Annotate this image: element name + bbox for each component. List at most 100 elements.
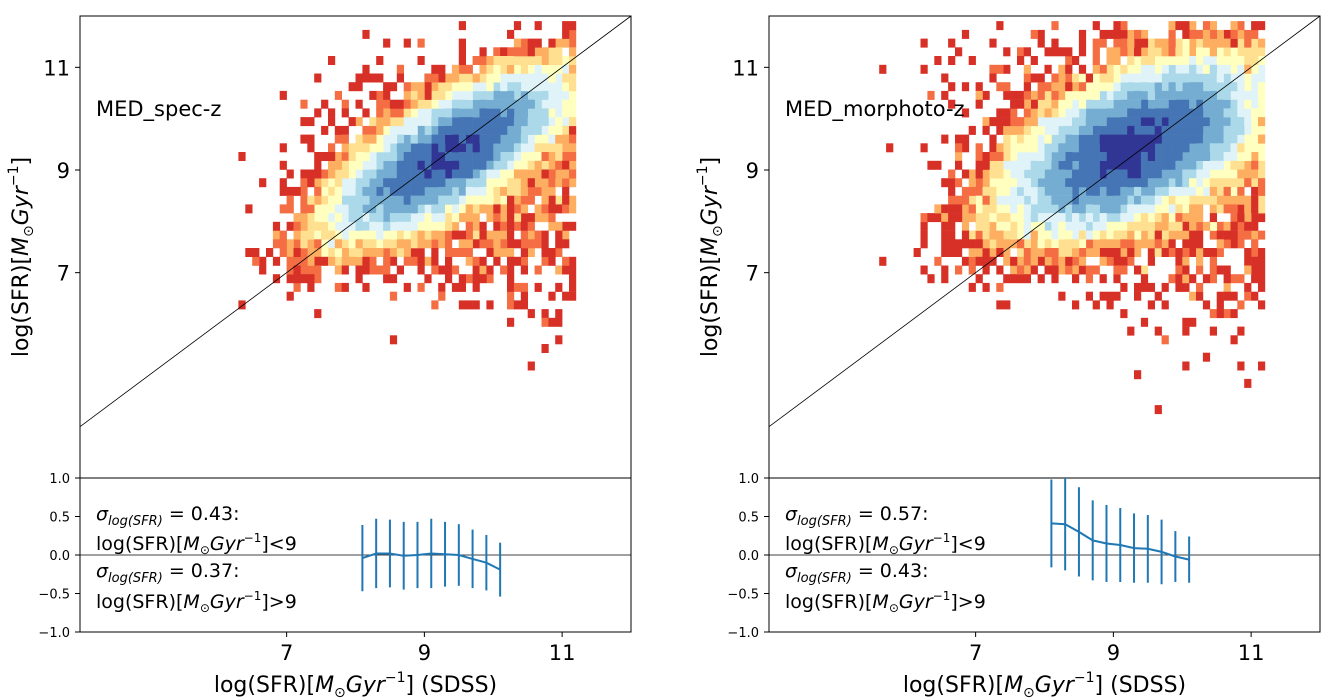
heatmap-cell	[458, 248, 466, 257]
heatmap-cell	[1175, 204, 1183, 214]
heatmap-cell	[1072, 274, 1080, 284]
heatmap-cell	[424, 239, 432, 249]
heatmap-cell	[424, 169, 432, 179]
heatmap-cell	[1113, 134, 1121, 144]
heatmap-cell	[431, 230, 439, 240]
heatmap-cell	[520, 195, 528, 205]
heatmap-cell	[1244, 29, 1252, 39]
heatmap-cell	[424, 221, 432, 231]
heatmap-cell	[1196, 221, 1204, 231]
heatmap-cell	[1134, 186, 1142, 196]
heatmap-cell	[438, 195, 446, 205]
heatmap-cell	[1010, 90, 1018, 100]
one-to-one-line	[79, 15, 632, 427]
heatmap-cell	[1030, 29, 1038, 39]
heatmap-cell	[1044, 160, 1052, 170]
heatmap-cell	[1202, 152, 1211, 161]
heatmap-cell	[1017, 239, 1025, 249]
heatmap-cell	[1196, 56, 1204, 65]
heatmap-cell	[1072, 117, 1080, 127]
heatmap-cell	[1258, 186, 1266, 196]
heatmap-cell	[1202, 21, 1211, 31]
heatmap-cell	[1023, 256, 1031, 266]
heatmap-cell	[458, 117, 466, 127]
heatmap-cell	[996, 204, 1004, 214]
heatmap-cell	[1030, 230, 1038, 240]
heatmap-cell	[1037, 82, 1045, 92]
sigma-symbol: σ	[96, 560, 109, 582]
heatmap-cell	[486, 195, 494, 205]
heatmap-cell	[1161, 82, 1169, 92]
heatmap-cell	[1092, 21, 1100, 31]
heatmap-cell	[1099, 38, 1107, 48]
heatmap-cell	[955, 134, 963, 144]
heatmap-cell	[1113, 178, 1121, 188]
heatmap-cell	[389, 99, 398, 109]
heatmap-cell	[500, 178, 508, 188]
heatmap-cell	[314, 169, 322, 179]
heatmap-cell	[1037, 178, 1045, 188]
heatmap-cell	[1127, 90, 1135, 100]
heatmap-cell	[1078, 213, 1087, 223]
heatmap-cell	[1154, 230, 1162, 240]
heatmap-cell	[513, 152, 522, 161]
heatmap-cell	[321, 99, 329, 109]
heatmap-cell	[1058, 265, 1066, 275]
heatmap-cell	[1161, 221, 1169, 231]
heatmap-cell	[1134, 73, 1142, 83]
heatmap-cell	[555, 64, 563, 74]
heatmap-cell	[1134, 143, 1142, 153]
heatmap-cell	[1147, 64, 1155, 74]
heatmap-cell	[507, 178, 515, 188]
heatmap-cell	[507, 274, 515, 284]
heatmap-cell	[458, 282, 466, 292]
heatmap-cell	[1120, 29, 1128, 39]
heatmap-cell	[259, 265, 267, 275]
heatmap-cell	[1037, 134, 1045, 144]
heatmap-cell	[1202, 274, 1211, 284]
heatmap-cell	[934, 204, 942, 214]
heatmap-cell	[1099, 108, 1107, 118]
heatmap-cell	[1113, 29, 1121, 39]
heatmap-cell	[293, 256, 301, 266]
heatmap-cell	[438, 90, 446, 100]
heatmap-cell	[1030, 117, 1038, 127]
heatmap-cell	[1230, 213, 1238, 223]
heatmap-cell	[458, 134, 466, 144]
heatmap-cell	[1223, 291, 1231, 301]
heatmap-cell	[1168, 239, 1176, 249]
heatmap-cell	[451, 230, 460, 240]
heatmap-cell	[1085, 274, 1093, 284]
heatmap-cell	[1065, 169, 1073, 179]
heatmap-cell	[438, 213, 446, 223]
heatmap-cell	[396, 73, 404, 83]
heatmap-cell	[348, 239, 356, 249]
heatmap-cell	[1189, 178, 1197, 188]
heatmap-cell	[555, 152, 563, 161]
heatmap-cell	[555, 125, 563, 135]
xlabel-odot: ⊙	[1023, 685, 1035, 700]
heatmap-cell	[1182, 125, 1190, 135]
heatmap-cell	[307, 282, 315, 292]
heatmap-cell	[982, 282, 990, 292]
heatmap-cell	[314, 309, 322, 319]
heatmap-cell	[314, 274, 322, 284]
heatmap-cell	[1099, 256, 1107, 266]
heatmap-cell	[341, 204, 349, 214]
density-heatmap	[879, 21, 1266, 415]
heatmap-cell	[541, 108, 549, 118]
heatmap-cell	[286, 221, 294, 231]
heatmap-cell	[1251, 239, 1259, 249]
heatmap-cell	[1120, 195, 1128, 205]
heatmap-cell	[1168, 56, 1176, 65]
heatmap-cell	[927, 274, 935, 284]
heatmap-cell	[1209, 38, 1217, 48]
heatmap-cell	[513, 90, 522, 100]
heatmap-cell	[272, 274, 281, 284]
heatmap-cell	[555, 99, 563, 109]
heatmap-cell	[1085, 108, 1093, 118]
heatmap-cell	[968, 195, 976, 205]
heatmap-cell	[293, 248, 301, 257]
heatmap-cell	[355, 143, 363, 153]
heatmap-cell	[307, 195, 315, 205]
